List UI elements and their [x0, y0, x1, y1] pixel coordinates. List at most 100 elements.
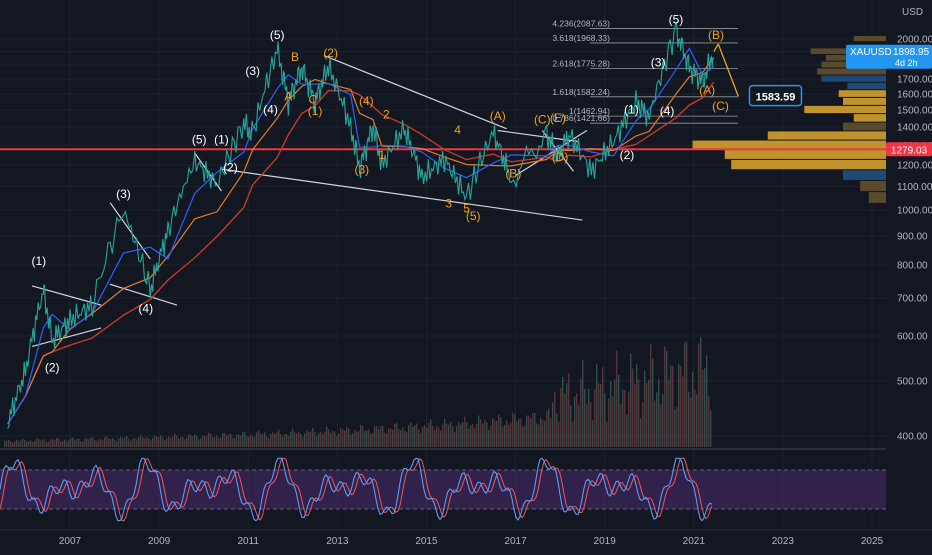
moving-average-mid [7, 56, 715, 425]
volume-bar [324, 431, 326, 447]
wave-label: (2) [323, 46, 338, 60]
volume-bar [154, 435, 156, 447]
volume-bar [88, 439, 90, 447]
volume-bar [396, 422, 398, 447]
volume-bar [234, 438, 236, 447]
volume-bar [398, 429, 400, 447]
volume-bar [80, 441, 82, 447]
volume-bar [684, 342, 686, 447]
volume-bar [704, 368, 706, 447]
volume-bar [370, 433, 372, 447]
volume-bar [148, 438, 150, 447]
trend-line [515, 130, 588, 177]
volume-bar [642, 402, 644, 447]
volume-bar [136, 439, 138, 447]
volume-bar [426, 427, 428, 447]
time-tick-label: 2015 [415, 536, 438, 547]
volume-bar [688, 391, 690, 447]
volume-bar [332, 430, 334, 447]
volume-bar [500, 417, 502, 447]
volume-bar [380, 426, 382, 447]
volume-bar [360, 425, 362, 447]
volume-bar [432, 425, 434, 447]
wave-label: (A) [490, 109, 506, 123]
volume-bar [418, 429, 420, 447]
volume-bar [460, 424, 462, 447]
profile-bar [843, 170, 886, 180]
volume-bar [644, 370, 646, 447]
volume-bar [40, 440, 42, 447]
volume-bar [638, 379, 640, 447]
volume-bar [116, 441, 118, 447]
volume-bar [232, 438, 234, 447]
volume-bar [98, 438, 100, 447]
volume-bar [568, 373, 570, 447]
last-price-label: 1898.95 [893, 47, 930, 58]
price-tick-label: 1700.00 [897, 75, 932, 86]
volume-bar [410, 422, 412, 447]
volume-bar [476, 423, 478, 447]
price-tick-label: 500.00 [897, 376, 928, 387]
volume-bar [238, 434, 240, 447]
volume-bar [100, 439, 102, 447]
volume-bar [198, 439, 200, 447]
volume-bar [702, 369, 704, 447]
volume-bar [280, 434, 282, 447]
volume-bar [196, 435, 198, 447]
volume-bar [364, 431, 366, 447]
volume-bar [118, 438, 120, 447]
fib-level-label: 2.618(1775.28) [552, 58, 610, 68]
volume-bar [182, 437, 184, 447]
volume-bar [24, 439, 26, 447]
wave-label: (1) [214, 132, 229, 146]
volume-bar [674, 409, 676, 447]
wave-label: (5) [466, 209, 481, 223]
volume-bar [266, 436, 268, 447]
volume-bar [494, 420, 496, 447]
volume-bar [62, 440, 64, 447]
volume-bar [6, 440, 8, 447]
volume-bar [34, 440, 36, 447]
wave-label: C [308, 92, 317, 106]
trend-line [109, 283, 178, 306]
volume-bar [52, 439, 54, 447]
volume-bar [288, 435, 290, 447]
profile-bar [731, 159, 886, 170]
volume-bar [552, 402, 554, 447]
volume-bar [636, 364, 638, 447]
volume-bar [526, 415, 528, 447]
volume-bar [250, 434, 252, 447]
volume-bar [620, 404, 622, 447]
volume-bar [216, 435, 218, 447]
volume-bar [604, 393, 606, 447]
trend-line [31, 327, 102, 348]
volume-bar [640, 418, 642, 447]
volume-bar [194, 434, 196, 447]
volume-bar [462, 422, 464, 447]
volume-bar [456, 426, 458, 447]
volume-bar [654, 400, 656, 447]
price-candles [7, 21, 714, 429]
volume-bar [210, 433, 212, 447]
wave-label: (5) [270, 28, 285, 42]
time-tick-label: 2017 [504, 536, 527, 547]
volume-bar [622, 389, 624, 447]
profile-bar [838, 90, 886, 97]
volume-bar [240, 435, 242, 447]
volume-bar [548, 408, 550, 447]
wave-label: (3) [651, 55, 666, 69]
volume-bar [310, 431, 312, 447]
timeframe-label: 4d 2h [895, 58, 918, 68]
price-tick-label: 1400.00 [897, 122, 932, 133]
volume-bar [590, 402, 592, 447]
volume-bar [122, 438, 124, 447]
volume-bar [208, 432, 210, 447]
volume-bar [634, 383, 636, 447]
wave-label: (4) [138, 301, 153, 315]
profile-bar [821, 75, 886, 82]
volume-bar [624, 390, 626, 447]
volume-bar [344, 430, 346, 447]
volume-bar [474, 428, 476, 447]
